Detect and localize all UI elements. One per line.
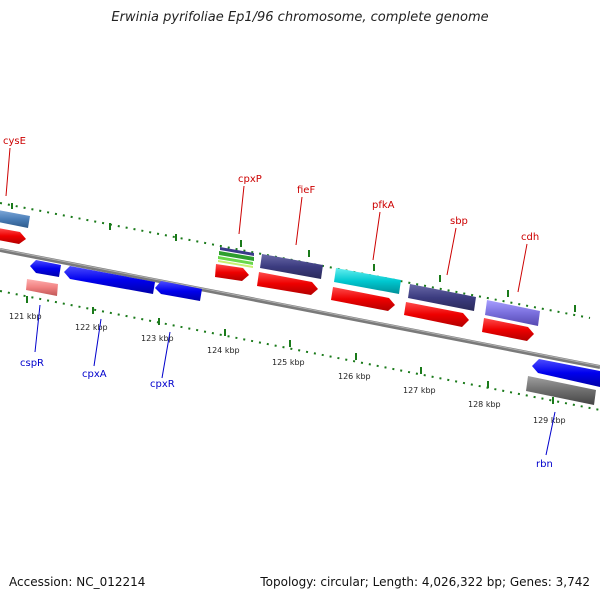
gene-label-sbp[interactable]: sbp xyxy=(450,216,468,227)
upper-tick-ruler xyxy=(0,202,591,319)
connector-cspR xyxy=(34,304,41,353)
gene-cpxA-block[interactable] xyxy=(64,266,155,294)
tick-label-121: 121 kbp xyxy=(9,312,42,321)
gene-cdh-block[interactable] xyxy=(485,300,540,326)
gene-rbn-block[interactable] xyxy=(526,376,596,405)
connector-sbp xyxy=(446,227,457,276)
reverse-genes xyxy=(26,260,600,405)
gene-fieF-block[interactable] xyxy=(260,254,323,279)
gene-forward-red-1[interactable] xyxy=(215,264,249,281)
gene-cpxP-stack-2[interactable] xyxy=(219,251,254,261)
gene-label-cpxA[interactable]: cpxA xyxy=(82,369,107,380)
connector-pfkA xyxy=(372,211,381,261)
gene-cpxP-stack-3[interactable] xyxy=(218,256,253,265)
connector-cpxA xyxy=(93,318,102,367)
connector-fieF xyxy=(295,196,303,246)
gene-cpxR-block[interactable] xyxy=(155,281,202,301)
genome-backbone xyxy=(0,248,600,369)
gene-forward-red-3[interactable] xyxy=(331,287,395,311)
tick-label-129: 129 kbp xyxy=(533,416,566,425)
tick-label-128: 128 kbp xyxy=(468,400,501,409)
gene-cpxP-stack-1[interactable] xyxy=(220,247,254,256)
gene-sbp-block[interactable] xyxy=(408,284,476,311)
gene-label-fieF[interactable]: fieF xyxy=(297,185,315,196)
tick-label-125: 125 kbp xyxy=(272,358,305,367)
tick-label-124: 124 kbp xyxy=(207,346,240,355)
gene-forward-red-5[interactable] xyxy=(482,318,534,341)
gene-label-cpxR[interactable]: cpxR xyxy=(150,379,175,390)
gene-reverse-blue-0[interactable] xyxy=(30,260,61,277)
gene-label-cdh[interactable]: cdh xyxy=(521,232,539,243)
gene-cspR-block[interactable] xyxy=(26,279,58,296)
gene-label-rbn[interactable]: rbn xyxy=(536,459,553,470)
genome-backbone-highlight xyxy=(0,248,600,367)
connector-cpxR xyxy=(161,331,171,379)
gene-forward-red-2[interactable] xyxy=(257,272,318,295)
lower-tick-ruler xyxy=(0,290,600,411)
topology-text: Topology: circular; Length: 4,026,322 bp… xyxy=(260,575,590,589)
connector-cysE xyxy=(5,147,11,197)
connector-cdh xyxy=(517,243,528,293)
tick-label-126: 126 kbp xyxy=(338,372,371,381)
gene-cysE-block[interactable] xyxy=(0,210,30,228)
map-title: Erwinia pyrifoliae Ep1/96 chromosome, co… xyxy=(111,10,489,25)
gene-forward-red-0[interactable] xyxy=(0,228,26,244)
connector-cpxP xyxy=(238,185,245,235)
tick-label-122: 122 kbp xyxy=(75,323,108,332)
gene-reverse-blue-1[interactable] xyxy=(532,359,600,387)
connector-rbn xyxy=(545,411,556,456)
gene-label-pfkA[interactable]: pfkA xyxy=(372,200,395,211)
gene-label-cysE[interactable]: cysE xyxy=(3,136,26,147)
gene-label-cspR[interactable]: cspR xyxy=(20,358,44,369)
forward-genes xyxy=(0,210,540,341)
tick-label-127: 127 kbp xyxy=(403,386,436,395)
tick-label-123: 123 kbp xyxy=(141,334,174,343)
gene-label-cpxP[interactable]: cpxP xyxy=(238,174,262,185)
gene-cpxP-stack-4[interactable] xyxy=(218,260,253,268)
gene-pfkA-block[interactable] xyxy=(334,268,401,294)
gene-forward-red-4[interactable] xyxy=(404,302,469,327)
accession-text: Accession: NC_012214 xyxy=(9,575,146,589)
